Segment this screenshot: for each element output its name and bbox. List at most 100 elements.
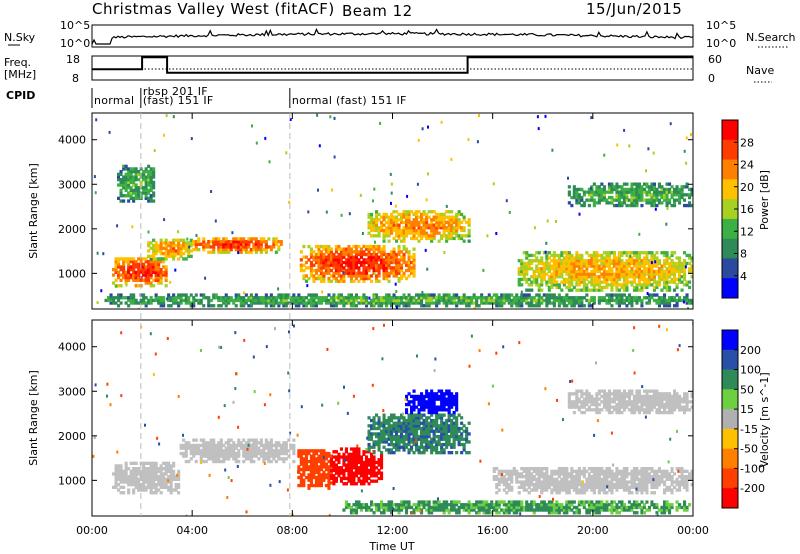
scatter-cell: [565, 256, 569, 260]
scatter-cell: [420, 215, 424, 219]
scatter-cell: [137, 301, 141, 305]
scatter-cell: [349, 479, 353, 483]
scatter-cell: [635, 195, 639, 200]
scatter-cell: [122, 167, 126, 171]
scatter-cell: [412, 413, 416, 417]
scatter-cell: [455, 424, 459, 428]
scatter-cell: [610, 187, 614, 192]
scatter-cell: [167, 475, 171, 479]
scatter-cell: [562, 488, 566, 492]
scatter-cell: [530, 477, 534, 481]
scatter-cell: [520, 301, 524, 305]
scatter-cell: [122, 273, 126, 277]
scatter-cell: [567, 298, 571, 303]
scatter-cell: [445, 210, 449, 214]
scatter-cell: [144, 469, 148, 473]
scatter-cell: [525, 469, 529, 473]
scatter-cell: [194, 293, 198, 297]
scatter-cell: [605, 275, 609, 279]
scatter-cell: [582, 277, 586, 282]
scatter-cell: [415, 220, 419, 225]
scatter-cell: [392, 426, 396, 431]
scatter-cell: [357, 296, 361, 300]
scatter-cell: [302, 255, 306, 259]
scatter-cell: [527, 261, 531, 266]
scatter-cell: [337, 468, 341, 473]
scatter-cell: [117, 293, 121, 297]
scatter-cell: [652, 198, 656, 202]
scatter-cell: [332, 479, 336, 483]
scatter-cell: [149, 480, 153, 484]
scatter-cell: [152, 257, 156, 261]
scatter-cell: [154, 257, 158, 261]
scatter-cell: [385, 228, 389, 233]
scatter-cell: [317, 481, 321, 485]
scatter-cell: [560, 469, 564, 473]
scatter-cell: [194, 298, 198, 303]
scatter-cell: [647, 277, 651, 282]
scatter-cell: [327, 467, 331, 472]
scatter-cell: [109, 298, 113, 303]
scatter-cell: [247, 242, 251, 246]
scatter-cell: [522, 269, 526, 274]
scatter-cell: [367, 231, 371, 235]
scatter-cell: [395, 220, 399, 225]
scatter-cell: [347, 452, 351, 456]
scatter-cell: [640, 261, 644, 266]
noise-point: [288, 200, 291, 204]
scatter-cell: [282, 301, 286, 305]
scatter-cell: [380, 260, 384, 265]
scatter-cell: [457, 218, 461, 222]
scatter-cell: [164, 238, 168, 242]
scatter-cell: [312, 449, 316, 453]
scatter-cell: [132, 188, 136, 192]
scatter-cell: [685, 298, 689, 303]
scatter-cell: [520, 277, 524, 282]
cpid-mode-rbsp-fast: (fast) 151 IF: [143, 94, 214, 107]
scatter-cell: [445, 220, 449, 225]
scatter-cell: [370, 263, 374, 267]
scatter-cell: [354, 460, 358, 465]
scatter-cell: [415, 293, 419, 297]
scatter-cell: [152, 485, 156, 489]
scatter-cell: [122, 477, 126, 481]
scatter-cell: [410, 223, 414, 227]
scatter-cell: [354, 298, 358, 303]
scatter-cell: [119, 265, 123, 269]
scatter-cell: [457, 210, 461, 214]
scatter-cell: [370, 466, 374, 470]
scatter-cell: [625, 277, 629, 282]
scatter-cell: [602, 187, 606, 192]
scatter-cell: [132, 278, 136, 282]
scatter-cell: [144, 178, 148, 182]
scatter-cell: [152, 270, 156, 274]
scatter-cell: [417, 296, 421, 300]
scatter-cell: [500, 480, 504, 484]
scatter-cell: [294, 301, 298, 305]
scatter-cell: [405, 228, 409, 233]
scatter-cell: [349, 455, 353, 459]
scatter-cell: [390, 255, 394, 259]
scatter-cell: [552, 283, 556, 287]
scatter-cell: [177, 472, 181, 476]
scatter-cell: [385, 258, 389, 262]
scatter-cell: [597, 269, 601, 274]
scatter-cell: [605, 272, 609, 276]
scatter-cell: [402, 429, 406, 433]
scatter-cell: [395, 239, 399, 243]
scatter-cell: [157, 257, 161, 261]
scatter-cell: [440, 394, 444, 399]
scatter-cell: [660, 275, 664, 279]
scatter-cell: [675, 267, 679, 271]
scatter-cell: [377, 226, 381, 230]
scatter-cell: [547, 293, 551, 297]
scatter-cell: [342, 247, 346, 251]
scatter-cell: [144, 472, 148, 476]
scatter-cell: [422, 421, 426, 425]
scatter-cell: [622, 182, 626, 186]
scatter-cell: [683, 283, 687, 287]
scatter-cell: [440, 218, 444, 222]
scatter-cell: [137, 270, 141, 274]
scatter-cell: [452, 429, 456, 433]
scatter-cell: [612, 259, 616, 263]
